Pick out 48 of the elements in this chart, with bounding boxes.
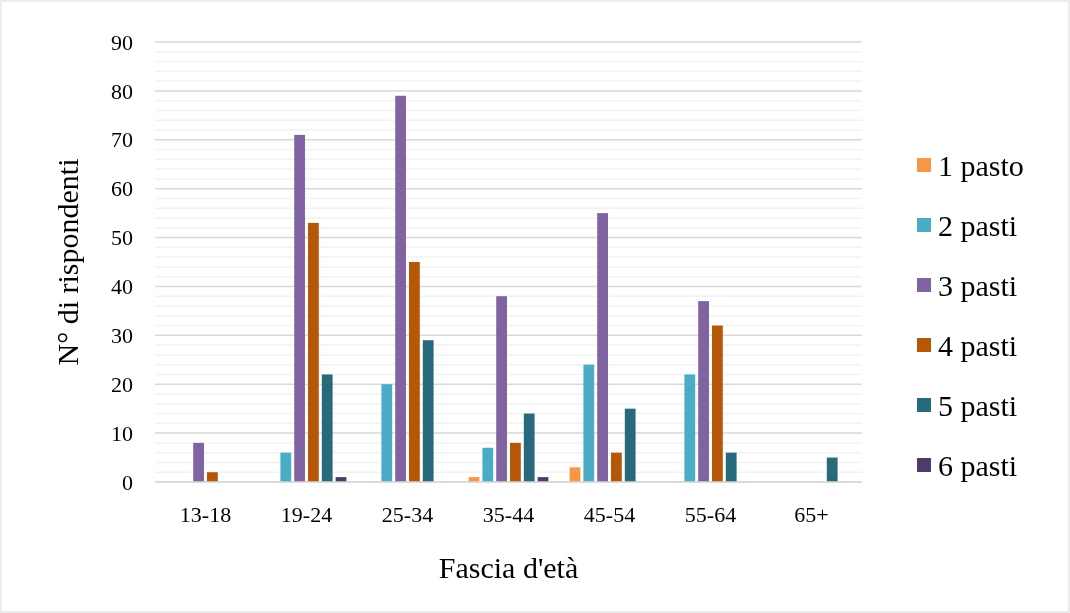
x-tick-label: 19-24 [280,502,333,527]
bar [725,452,737,482]
y-tick-label: 0 [122,469,133,495]
bar [395,95,406,482]
y-tick-label: 10 [111,420,133,446]
legend-label: 3 pasti [938,268,1018,302]
y-tick-label: 30 [111,323,133,349]
x-tick-label: 13-18 [179,502,232,527]
x-axis-title: Fascia d'età [438,551,579,584]
y-tick-label: 90 [111,29,133,55]
bar [597,213,608,482]
legend-label: 6 pasti [938,448,1018,482]
bar [826,457,838,482]
y-axis-title: N° di rispondenti [51,158,84,366]
bar [712,325,723,482]
bar [381,384,393,482]
bar [422,340,434,482]
bar [482,447,494,482]
bar [583,364,595,482]
bar [611,452,622,482]
legend-label: 1 pasto [938,148,1024,182]
x-tick-label: 35-44 [482,502,535,527]
legend-label: 2 pasti [938,208,1018,242]
y-tick-label: 60 [111,176,133,202]
y-tick-label: 40 [111,274,133,300]
bar [684,374,696,482]
bar [294,134,305,482]
x-tick-label: 45-54 [583,502,636,527]
y-tick-label: 20 [111,371,133,397]
bar [409,262,420,482]
y-tick-label: 80 [111,78,133,104]
y-tick-label: 70 [111,127,133,153]
bar [308,222,319,482]
bar [698,301,709,482]
bar [193,442,204,482]
bar [280,452,292,482]
x-tick-label: 25-34 [381,502,434,527]
bar [523,413,535,482]
bar [321,374,333,482]
x-tick-label: 55-64 [684,502,737,527]
legend-label: 4 pasti [938,328,1018,362]
bar [510,442,521,482]
bar [496,296,507,482]
legend-label: 5 pasti [938,388,1018,422]
bar [207,472,218,482]
bar [624,408,636,482]
x-tick-label: 65+ [794,502,829,527]
y-tick-label: 50 [111,225,133,251]
